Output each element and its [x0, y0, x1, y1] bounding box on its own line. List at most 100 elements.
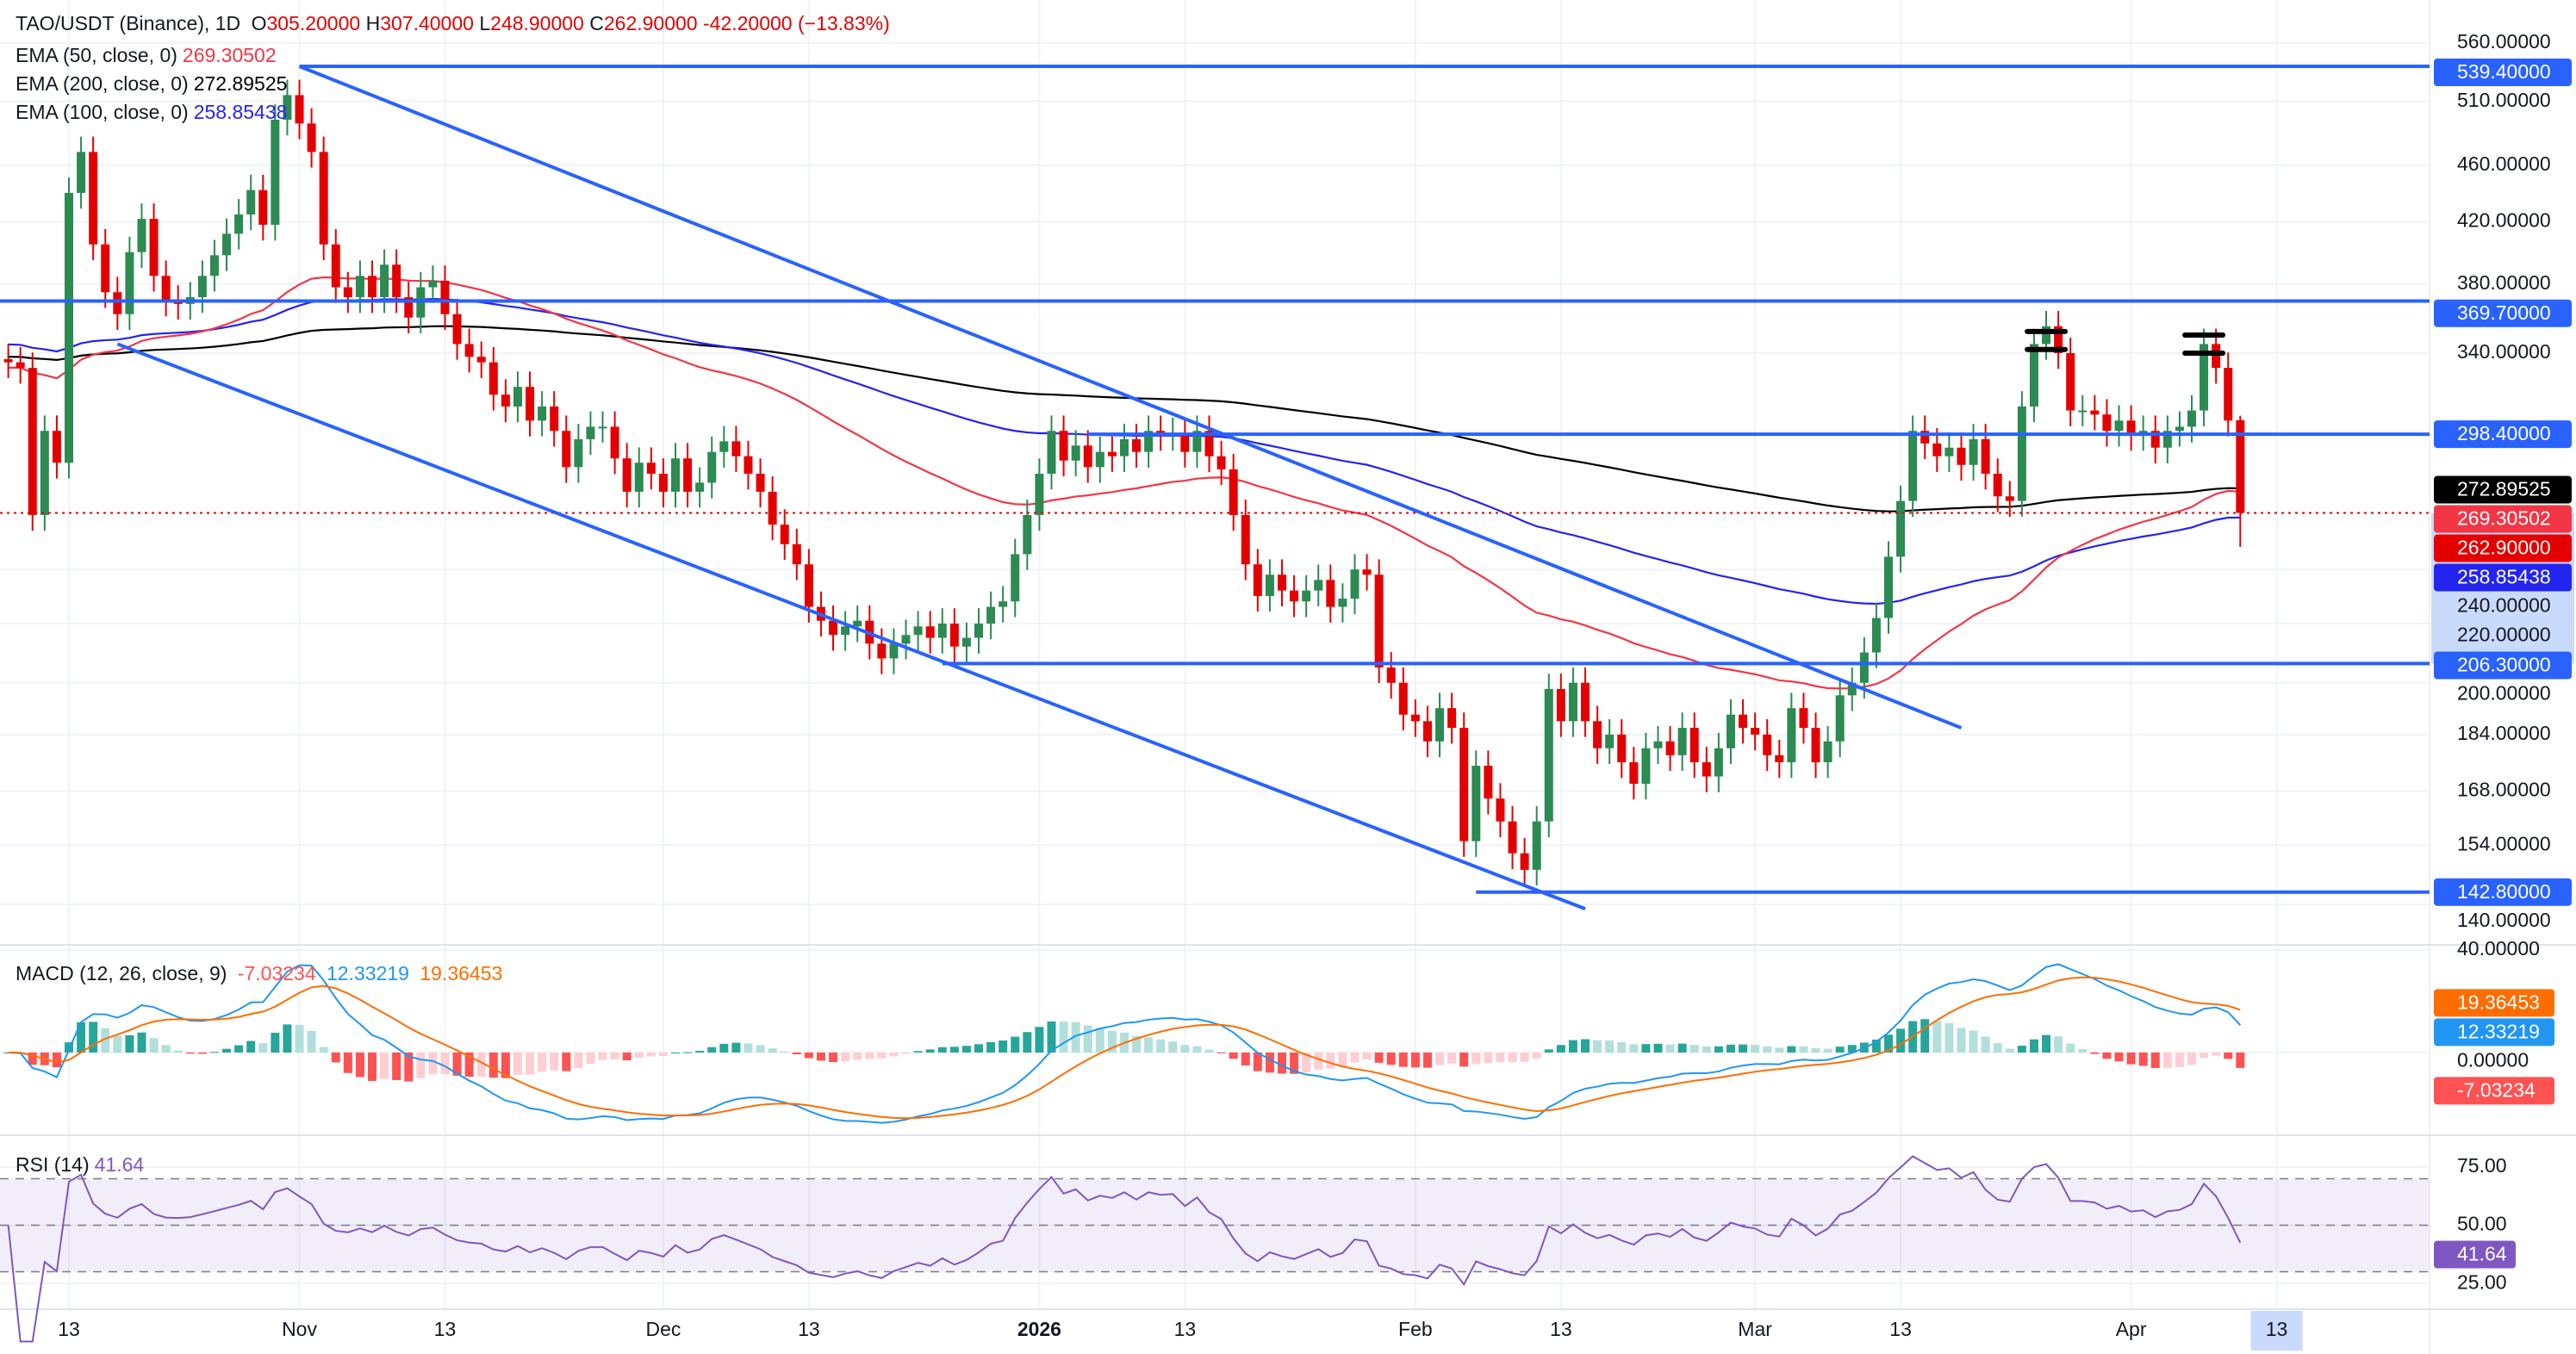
candle	[1229, 454, 1238, 531]
candle	[222, 218, 232, 271]
candle	[1241, 500, 1250, 581]
macd-bar	[452, 1053, 462, 1076]
candle	[1435, 693, 1445, 758]
candle-body	[634, 463, 644, 492]
candle	[1278, 559, 1286, 606]
macd-bar	[1398, 1053, 1408, 1067]
price-axis-badge-bg	[2434, 505, 2572, 533]
candle	[1386, 652, 1396, 699]
candle	[283, 79, 292, 136]
macd-bar	[52, 1053, 61, 1068]
candle	[1422, 705, 1432, 758]
price-axis-badge: 206.30000	[2457, 654, 2551, 676]
candle	[343, 271, 352, 314]
candle	[1811, 712, 1820, 779]
macd-bar	[1374, 1053, 1384, 1063]
candle	[2054, 310, 2063, 370]
candle	[355, 260, 364, 314]
candle-body	[331, 244, 340, 288]
macd-bar	[1726, 1044, 1735, 1053]
macd-bar	[1896, 1028, 1906, 1053]
macd-bar	[707, 1047, 717, 1053]
candle	[2236, 415, 2245, 547]
candle	[2078, 394, 2088, 426]
candle-body	[1290, 590, 1299, 602]
macd-bar	[2126, 1053, 2136, 1065]
candle-body	[1908, 431, 1918, 501]
macd-bar	[1969, 1030, 1978, 1053]
candle	[853, 605, 862, 643]
price-tick-label: 184.00000	[2457, 722, 2551, 744]
candle	[683, 443, 693, 508]
candle	[999, 586, 1008, 623]
macd-bar	[1957, 1028, 1966, 1053]
macd-axis-badge-bg	[2434, 989, 2554, 1017]
macd-bar	[2212, 1053, 2221, 1056]
macd-bar	[1823, 1048, 1832, 1053]
candle	[1871, 602, 1881, 668]
candle	[646, 447, 656, 490]
ema50-legend[interactable]: EMA (50, close, 0) 269.30502	[16, 44, 277, 66]
macd-legend[interactable]: MACD (12, 26, close, 9) -7.03234 12.3321…	[16, 962, 503, 984]
macd-bar	[77, 1022, 86, 1053]
candle	[161, 260, 171, 317]
macd-bar	[1265, 1053, 1274, 1073]
macd-bar	[283, 1024, 292, 1053]
macd-bar	[2175, 1053, 2184, 1067]
macd-bar	[101, 1028, 110, 1053]
candle-body	[1787, 708, 1796, 762]
candle	[1314, 564, 1323, 606]
macd-tick-label: 40.00000	[2457, 937, 2540, 960]
macd-bar	[307, 1030, 316, 1053]
candle-body	[1386, 667, 1396, 683]
candle	[2102, 399, 2112, 447]
macd-axis-badge-bg	[2434, 1018, 2554, 1047]
candle-body	[1944, 447, 1954, 457]
candle-body	[3, 359, 13, 363]
macd-bar	[744, 1043, 753, 1053]
candle	[1410, 699, 1420, 737]
macd-bar	[1775, 1047, 1784, 1053]
candle	[1035, 458, 1044, 531]
candle	[89, 136, 98, 261]
candle	[1253, 549, 1262, 612]
candle	[1338, 583, 1347, 623]
candle	[440, 265, 450, 330]
macd-bar	[2114, 1053, 2124, 1062]
price-axis-badge: 298.40000	[2457, 422, 2551, 444]
candle	[464, 328, 474, 373]
macd-bar	[2200, 1053, 2209, 1059]
candle	[586, 411, 595, 456]
macd-bar	[1944, 1022, 1954, 1053]
candle-body	[792, 543, 801, 565]
price-tick-label: 240.00000	[2457, 594, 2551, 617]
candle-body	[197, 276, 207, 298]
macd-bar	[731, 1042, 741, 1053]
candle	[622, 443, 632, 508]
rsi-legend[interactable]: RSI (14) 41.64	[16, 1153, 145, 1176]
candle-body	[1605, 734, 1615, 748]
candle	[2005, 481, 2014, 517]
macd-bar	[1071, 1022, 1080, 1053]
candle-body	[1689, 728, 1699, 762]
candle	[1665, 725, 1675, 772]
macd-bar	[853, 1053, 862, 1060]
macd-bar	[1932, 1021, 1942, 1053]
candle-body	[404, 297, 414, 318]
candle-body	[1278, 575, 1286, 591]
price-axis-badge-bg	[2434, 475, 2572, 504]
trend-line	[298, 65, 1963, 730]
candle	[1908, 415, 1918, 517]
candle-body	[1035, 474, 1044, 515]
macd-bar	[258, 1043, 268, 1053]
candle-body	[1302, 590, 1311, 602]
candle-body	[2200, 344, 2209, 411]
time-axis-label: 13	[434, 1318, 457, 1340]
candle-body	[1314, 580, 1323, 591]
candle-body	[161, 276, 171, 301]
ema100-legend[interactable]: EMA (100, close, 0) 258.85438	[16, 101, 288, 123]
macd-bar	[246, 1040, 256, 1053]
time-axis-label: Mar	[1738, 1318, 1772, 1340]
ema200-legend[interactable]: EMA (200, close, 0) 272.89525	[16, 72, 288, 95]
